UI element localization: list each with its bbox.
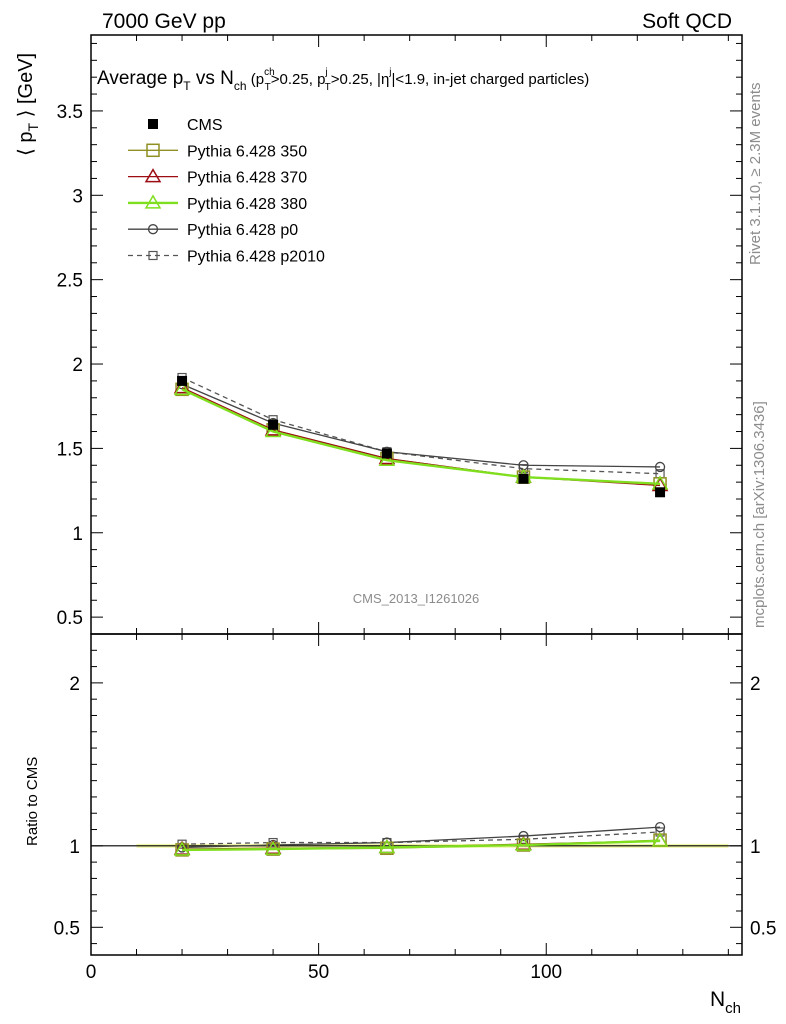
legend-label-4: Pythia 6.428 p0	[187, 222, 298, 239]
y-tick-label: 1	[72, 524, 83, 545]
rivet-label: Rivet 3.1.10, ≥ 2.3M events	[747, 83, 764, 266]
plot-title: Average pT vs Nch (pch T>0.25, pj T>0.25, …	[97, 67, 589, 93]
legend-marker-1	[146, 143, 160, 158]
ratio-y-tick-label-left: 1	[69, 837, 80, 858]
series-3-ratio-point	[651, 832, 669, 847]
title-sub-ch: ch	[234, 79, 247, 93]
title-p2-sup: j	[324, 67, 327, 78]
series-3-ratio-point	[173, 841, 191, 856]
series-0-point	[381, 448, 392, 459]
legend-marker-0	[148, 119, 158, 129]
title-cut1: >0.25, p	[271, 71, 326, 88]
series-3-point	[173, 380, 191, 396]
ratio-y-tick-label-right: 0.5	[750, 918, 776, 939]
y-axis-label-sub: T	[25, 123, 41, 132]
x-axis-label: Nch	[710, 988, 741, 1017]
x-tick-label: 50	[308, 962, 329, 983]
legend-marker-2	[144, 168, 162, 183]
series-3-line	[181, 388, 661, 486]
analysis-watermark: CMS_2013_I1261026	[353, 591, 480, 606]
y-tick-label: 3	[72, 186, 83, 207]
y-tick-label: 0.5	[57, 608, 83, 629]
ratio-panel-frame	[90, 633, 743, 956]
legend-label-3: Pythia 6.428 380	[187, 196, 307, 213]
series-3-ratio-point	[264, 840, 282, 855]
series-3-ratio-point	[515, 836, 532, 851]
legend-label-2: Pythia 6.428 370	[187, 170, 307, 187]
series-0-point	[177, 375, 188, 386]
series-3-point	[378, 451, 396, 466]
series-3-ratio-point	[378, 838, 396, 854]
y-axis-label: ⟨ pT ⟩ [GeV]	[15, 53, 41, 156]
x-tick-label: 0	[86, 962, 97, 983]
header-left: 7000 GeV pp	[102, 10, 226, 33]
series-4-point	[654, 461, 666, 473]
series-4-line	[181, 383, 661, 468]
legend-marker-5	[148, 250, 158, 261]
series-3-ratio-line	[182, 839, 661, 852]
series-4-ratio-point	[518, 830, 529, 842]
title-vs: vs N	[191, 68, 234, 89]
series-0-point	[655, 487, 666, 498]
x-axis-label-sub: ch	[725, 1000, 741, 1017]
y-tick-label: 1.5	[57, 439, 83, 460]
title-eta-sup: j	[388, 67, 391, 78]
title-p1-sub: T	[265, 82, 271, 93]
x-tick-label: 100	[530, 962, 562, 983]
legend-label-1: Pythia 6.428 350	[187, 143, 307, 160]
title-paren: (p	[247, 71, 265, 88]
series-3-point	[264, 423, 282, 438]
series-0-point	[268, 419, 279, 430]
y-axis-label-close: ⟩ [GeV]	[15, 53, 37, 123]
series-2-line	[181, 387, 661, 487]
ratio-y-tick-label-right: 2	[750, 674, 761, 695]
series-5-ratio-point	[655, 827, 665, 837]
series-5-line	[181, 376, 661, 475]
y-tick-label: 2	[72, 355, 83, 376]
y-tick-label: 2.5	[57, 271, 83, 292]
legend-marker-4	[147, 224, 159, 235]
mcplots-label: mcplots.cern.ch [arXiv:1306.3436]	[751, 401, 768, 628]
legend-label-0: CMS	[187, 117, 223, 134]
title-cut2: >0.25, |η	[331, 71, 390, 88]
title-p2-sub: T	[325, 82, 331, 93]
legend-label-5: Pythia 6.428 p2010	[187, 249, 325, 266]
legend-marker-3	[144, 194, 162, 209]
ratio-y-tick-label-right: 1	[750, 837, 761, 858]
title-p1-sup: ch	[264, 67, 275, 78]
series-2-point	[173, 379, 191, 394]
title-sub-T: T	[183, 79, 191, 93]
y-tick-label: 3.5	[57, 102, 83, 123]
series-5-ratio-line	[182, 831, 661, 845]
series-4-ratio-point	[654, 821, 666, 833]
ratio-y-tick-label-left: 2	[69, 674, 80, 695]
header-right: Soft QCD	[642, 10, 732, 33]
series-1-line	[181, 388, 661, 485]
title-cut3: |<1.9, in-jet charged particles)	[392, 71, 590, 88]
series-0-point	[518, 473, 529, 484]
ratio-y-tick-label-left: 0.5	[54, 918, 80, 939]
ratio-y-axis-label: Ratio to CMS	[24, 757, 41, 846]
